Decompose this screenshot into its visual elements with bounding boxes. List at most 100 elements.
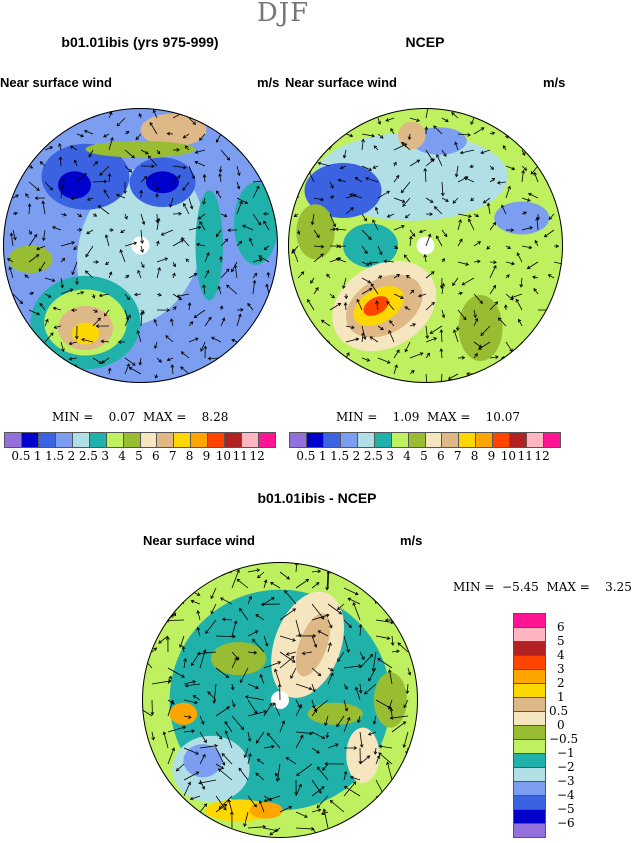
colorbar-tick-label: 4 [118, 449, 126, 463]
colorbar-box [476, 433, 494, 447]
colorbar-box [72, 433, 90, 447]
colorbar-box [514, 740, 545, 754]
season-title: DJF [256, 0, 310, 28]
contour-region [295, 613, 331, 677]
subtitle-ncep: Near surface wind [285, 75, 397, 90]
colorbar-tick-label: 0.5 [11, 449, 31, 463]
colorbar-tick-label: 12 [249, 449, 265, 463]
colorbar-box [106, 433, 124, 447]
colorbar-tick-label: 8 [470, 449, 479, 463]
colorbar-box [514, 810, 545, 824]
units-ncep: m/s [543, 75, 566, 90]
contour-region [411, 127, 467, 155]
colorbar-box [21, 433, 39, 447]
min-label: MIN = [453, 580, 495, 594]
colorbar-tick-label: −6 [557, 816, 575, 830]
colorbar-tick-label: 0 [557, 718, 565, 732]
colorbar-tick-label: 12 [534, 449, 550, 463]
colorbar-tick-label: 6 [152, 449, 160, 463]
contour-region [398, 121, 426, 150]
contour-region [346, 727, 380, 783]
colorbar-tick-label: 2 [557, 676, 565, 690]
colorbar-tick-label: 1 [33, 449, 42, 463]
colorbar-box [514, 726, 545, 740]
colorbar-box [514, 628, 545, 642]
colorbar-box [425, 433, 443, 447]
colorbar-box [544, 433, 560, 447]
colorbar-box [391, 433, 409, 447]
contour-region [169, 702, 198, 725]
colorbar-tick-label: 9 [487, 449, 496, 463]
max-value: 8.28 [201, 410, 229, 424]
colorbar-box [527, 433, 545, 447]
contour-region [234, 182, 278, 265]
contour-region [343, 223, 398, 268]
colorbar-box [225, 433, 243, 447]
subtitle-diff: Near surface wind [143, 533, 255, 548]
colorbar-tick-label: 3 [101, 449, 110, 463]
units-model: m/s [257, 75, 280, 90]
colorbar-box [514, 656, 545, 670]
contour-region [195, 190, 223, 301]
subtitle-model: Near surface wind [0, 75, 112, 90]
min-value: 0.07 [108, 410, 136, 424]
colorbar-tick-label: 4 [403, 449, 411, 463]
max-label: MAX = [546, 580, 590, 594]
colorbar-box [514, 754, 545, 768]
panel-title-model: b01.01ibis (yrs 975-999) [61, 34, 219, 50]
colorbar-tick-label: 5 [135, 449, 143, 463]
contour-region [58, 171, 91, 199]
colorbar-model [4, 432, 276, 448]
colorbar-tick-label: 1 [318, 449, 327, 463]
colorbar-box [514, 782, 545, 796]
contour-region [183, 744, 223, 778]
contour-region [146, 171, 179, 194]
colorbar-box [157, 433, 175, 447]
colorbar-tick-label: 7 [168, 449, 177, 463]
min-value: −5.45 [502, 580, 539, 594]
colorbar-box [514, 684, 545, 698]
colorbar-tick-label: 1 [557, 690, 565, 704]
contour-region [85, 141, 196, 158]
colorbar-tick-label: 9 [202, 449, 211, 463]
minmax-ncep: MIN = 1.09 MAX = 10.07 [336, 410, 520, 424]
min-value: 1.09 [392, 410, 420, 424]
minmax-diff: MIN = −5.45 MAX = 3.25 [453, 580, 632, 594]
colorbar-tick-label: −3 [557, 774, 575, 788]
polar-map-model [3, 108, 278, 383]
colorbar-tick-label: 2.5 [78, 449, 98, 463]
colorbar-tick-label: 7 [453, 449, 462, 463]
colorbar-box [259, 433, 275, 447]
max-value: 3.25 [605, 580, 632, 594]
contour-region [373, 672, 407, 728]
colorbar-tick-label: 0.5 [296, 449, 316, 463]
contour-region [458, 295, 503, 361]
colorbar-tick-label: 0.5 [549, 704, 569, 718]
colorbar-box [374, 433, 392, 447]
colorbar-tick-label: −0.5 [549, 732, 579, 746]
colorbar-box [514, 796, 545, 810]
colorbar-box [442, 433, 460, 447]
colorbar-box [459, 433, 477, 447]
colorbar-tick-label: 5 [420, 449, 428, 463]
contour-region [249, 802, 283, 819]
colorbar-box [140, 433, 158, 447]
contour-region [363, 296, 389, 316]
max-label: MAX = [143, 410, 187, 424]
colorbar-box [514, 698, 545, 712]
contour-region [304, 163, 382, 218]
colorbar-tick-label: −5 [557, 802, 575, 816]
colorbar-box [174, 433, 192, 447]
colorbar-box [123, 433, 141, 447]
colorbar-tick-label: 11 [517, 449, 533, 463]
polar-map-diff [142, 562, 418, 838]
colorbar-box [5, 433, 22, 447]
colorbar-ncep [289, 432, 561, 448]
colorbar-box [408, 433, 426, 447]
colorbar-box [323, 433, 341, 447]
colorbar-box [514, 768, 545, 782]
colorbar-tick-label: 3 [557, 662, 565, 676]
colorbar-box [55, 433, 73, 447]
contour-region [494, 201, 550, 235]
colorbar-box [208, 433, 226, 447]
